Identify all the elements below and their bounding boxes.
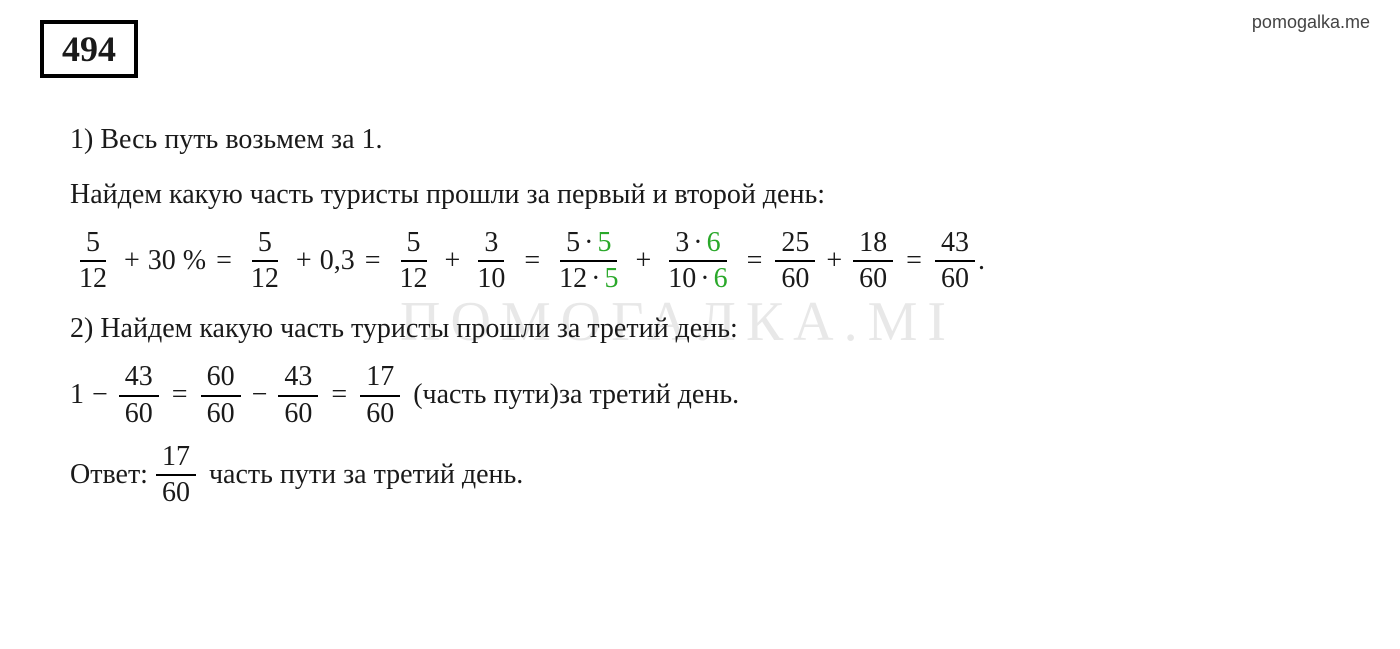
- equation-tail-text: (часть пути)за третий день.: [413, 373, 739, 418]
- dot-op: ·: [584, 228, 593, 259]
- factor: 5: [566, 228, 580, 259]
- numerator: 3 · 6: [669, 228, 726, 263]
- minus-op: −: [252, 373, 268, 418]
- denominator: 60: [156, 476, 196, 509]
- answer-line: Ответ: 17 60 часть пути за третий день.: [70, 442, 1340, 510]
- denominator: 12 · 5: [553, 262, 624, 295]
- step-1-description: Найдем какую часть туристы прошли за пер…: [70, 173, 1340, 218]
- factor: 3: [675, 228, 689, 259]
- step-1-intro: 1) Весь путь возьмем за 1.: [70, 118, 1340, 163]
- numerator: 43: [278, 362, 318, 397]
- equals-op: =: [216, 239, 232, 284]
- fraction: 5 12: [394, 228, 434, 296]
- step-2-description: 2) Найдем какую часть туристы прошли за …: [70, 307, 1340, 352]
- one-value: 1: [70, 373, 84, 418]
- plus-op: +: [445, 239, 461, 284]
- plus-op: +: [826, 239, 842, 284]
- numerator: 18: [853, 228, 893, 263]
- solution-content: 1) Весь путь возьмем за 1. Найдем какую …: [40, 118, 1340, 509]
- numerator: 3: [478, 228, 504, 263]
- plus-op: +: [296, 239, 312, 284]
- factor-green: 5: [604, 264, 618, 295]
- problem-number-box: 494: [40, 20, 138, 78]
- minus-op: −: [92, 373, 108, 418]
- numerator: 43: [935, 228, 975, 263]
- percent-value: 30 %: [148, 239, 206, 284]
- dot-op: ·: [591, 264, 600, 295]
- denominator: 60: [935, 262, 975, 295]
- denominator: 10 · 6: [662, 262, 733, 295]
- answer-tail-text: часть пути за третий день.: [209, 453, 523, 498]
- numerator: 5: [252, 228, 278, 263]
- denominator: 60: [360, 397, 400, 430]
- plus-op: +: [635, 239, 651, 284]
- denominator: 60: [853, 262, 893, 295]
- denominator: 60: [278, 397, 318, 430]
- fraction: 17 60: [156, 442, 196, 510]
- equals-op: =: [331, 373, 347, 418]
- site-watermark: pomogalka.me: [1252, 12, 1370, 33]
- fraction-expanded: 5 · 5 12 · 5: [553, 228, 624, 296]
- numerator: 60: [201, 362, 241, 397]
- denominator: 60: [119, 397, 159, 430]
- numerator: 17: [360, 362, 400, 397]
- denominator: 12: [245, 262, 285, 295]
- fraction-expanded: 3 · 6 10 · 6: [662, 228, 733, 296]
- equals-op: =: [172, 373, 188, 418]
- equation-2: 1 − 43 60 = 60 60 − 43 60 = 17 60 (часть…: [70, 362, 1340, 430]
- fraction: 18 60: [853, 228, 893, 296]
- numerator: 17: [156, 442, 196, 477]
- equals-op: =: [365, 239, 381, 284]
- dot-op: ·: [700, 264, 709, 295]
- equals-op: =: [524, 239, 540, 284]
- numerator: 5 · 5: [560, 228, 617, 263]
- factor: 10: [668, 264, 696, 295]
- numerator: 5: [80, 228, 106, 263]
- fraction: 60 60: [201, 362, 241, 430]
- denominator: 12: [394, 262, 434, 295]
- factor-green: 5: [597, 228, 611, 259]
- numerator: 25: [775, 228, 815, 263]
- denominator: 12: [73, 262, 113, 295]
- fraction: 5 12: [73, 228, 113, 296]
- fraction: 25 60: [775, 228, 815, 296]
- denominator: 10: [471, 262, 511, 295]
- factor-green: 6: [714, 264, 728, 295]
- dot-op: ·: [693, 228, 702, 259]
- answer-label: Ответ:: [70, 453, 148, 498]
- equals-op: =: [906, 239, 922, 284]
- denominator: 60: [201, 397, 241, 430]
- fraction: 3 10: [471, 228, 511, 296]
- fraction: 5 12: [245, 228, 285, 296]
- fraction: 43 60: [119, 362, 159, 430]
- decimal-value: 0,3: [320, 239, 355, 284]
- factor-green: 6: [707, 228, 721, 259]
- fraction: 43 60: [278, 362, 318, 430]
- numerator: 5: [401, 228, 427, 263]
- period: .: [978, 239, 985, 284]
- fraction: 17 60: [360, 362, 400, 430]
- plus-op: +: [124, 239, 140, 284]
- equation-1: 5 12 + 30 % = 5 12 + 0,3 = 5 12 + 3 10 =…: [70, 228, 1340, 296]
- denominator: 60: [775, 262, 815, 295]
- equals-op: =: [747, 239, 763, 284]
- fraction: 43 60: [935, 228, 975, 296]
- factor: 12: [559, 264, 587, 295]
- numerator: 43: [119, 362, 159, 397]
